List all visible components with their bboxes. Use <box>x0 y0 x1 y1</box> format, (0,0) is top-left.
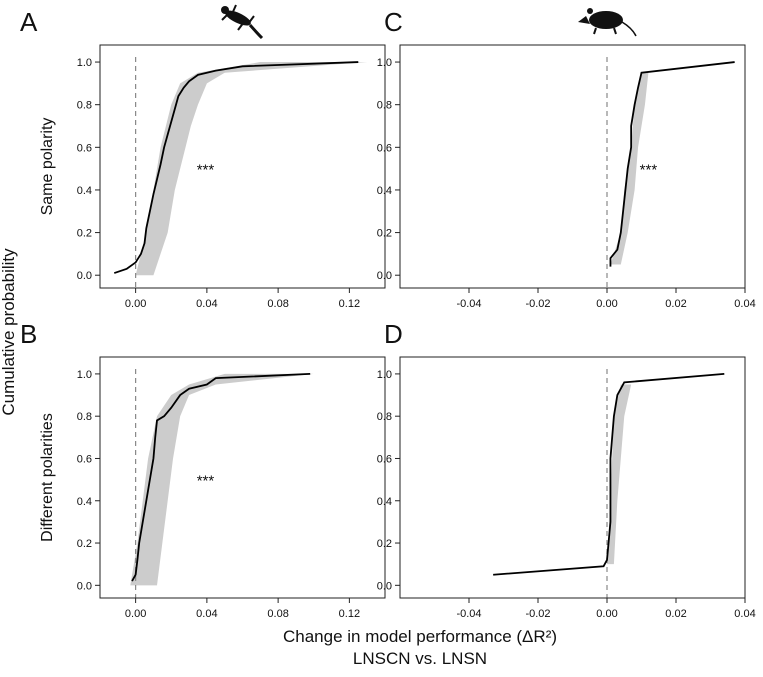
cdf-line <box>131 373 311 582</box>
panel-y-label: Different polarities <box>39 413 56 542</box>
panel-y-label: Same polarity <box>39 118 56 216</box>
panel: C 0.0 0.2 0.4 0.6 0.8 1.0 -0.04 -0.02 0.00 0.02 0.0… <box>377 7 756 310</box>
x-tick-label: 0.12 <box>339 298 360 310</box>
plot-frame <box>399 44 746 289</box>
confidence-band <box>610 72 649 265</box>
y-tick-label: 0.4 <box>377 496 392 508</box>
y-tick-label: 0.8 <box>77 100 92 112</box>
significance: *** <box>197 162 215 179</box>
x-tick-label: 0.00 <box>596 298 617 310</box>
y-tick-label: 0.0 <box>377 580 392 592</box>
x-tick-label: -0.02 <box>525 608 550 620</box>
x-tick-label: -0.04 <box>456 608 481 620</box>
x-tick-label: 0.08 <box>267 608 288 620</box>
plot-frame <box>99 44 386 289</box>
cdf-line <box>493 373 725 576</box>
rat-icon <box>578 8 637 37</box>
y-tick-label: 1.0 <box>377 57 392 69</box>
confidence-band <box>135 62 368 276</box>
panel-letter: B <box>20 319 37 349</box>
x-tick-label: 0.08 <box>267 298 288 310</box>
plot-frame <box>399 356 746 599</box>
x-tick-label: 0.02 <box>665 298 686 310</box>
y-tick-label: 0.6 <box>77 142 92 154</box>
lizard-icon <box>221 4 264 40</box>
y-tick-label: 0.0 <box>77 270 92 282</box>
x-tick-label: 0.04 <box>734 298 755 310</box>
shared-x-label: Change in model performance (ΔR²) <box>283 627 557 646</box>
x-tick-label: 0.00 <box>125 608 146 620</box>
y-tick-label: 0.8 <box>377 411 392 423</box>
y-tick-label: 0.0 <box>377 270 392 282</box>
y-tick-label: 0.8 <box>77 411 92 423</box>
confidence-band <box>607 384 632 565</box>
y-tick-label: 0.2 <box>77 228 92 240</box>
panel-letter: C <box>384 7 403 37</box>
y-tick-label: 0.2 <box>377 228 392 240</box>
y-tick-label: 0.4 <box>377 185 392 197</box>
cdf-line <box>609 61 735 267</box>
y-tick-label: 1.0 <box>77 57 92 69</box>
panel: D 0.0 0.2 0.4 0.6 0.8 1.0 -0.04 -0.02 0.00 0.02 0.0… <box>377 319 756 620</box>
x-tick-label: 0.04 <box>196 298 217 310</box>
panel: B Different polarities 0.0 0.2 0.4 0.6 0.8 1.0 0… <box>20 319 386 620</box>
y-tick-label: 0.0 <box>77 580 92 592</box>
y-tick-label: 1.0 <box>377 369 392 381</box>
plot-frame <box>99 356 386 599</box>
x-tick-label: 0.00 <box>125 298 146 310</box>
significance: *** <box>640 162 658 179</box>
panel-letter: A <box>20 7 38 37</box>
y-tick-label: 0.4 <box>77 185 92 197</box>
y-tick-label: 0.6 <box>377 142 392 154</box>
y-tick-label: 0.2 <box>77 538 92 550</box>
x-tick-label: 0.12 <box>339 608 360 620</box>
x-tick-label: 0.04 <box>734 608 755 620</box>
x-tick-label: -0.02 <box>525 298 550 310</box>
shared-x-label-2: LNSCN vs. LNSN <box>353 649 487 668</box>
y-tick-label: 0.6 <box>77 453 92 465</box>
x-tick-label: 0.04 <box>196 608 217 620</box>
y-tick-label: 1.0 <box>77 369 92 381</box>
y-tick-label: 0.4 <box>77 496 92 508</box>
shared-y-label: Cumulative probability <box>0 248 18 416</box>
x-tick-label: 0.00 <box>596 608 617 620</box>
x-tick-label: 0.02 <box>665 608 686 620</box>
y-tick-label: 0.6 <box>377 453 392 465</box>
confidence-band <box>130 373 314 586</box>
x-tick-label: -0.04 <box>456 298 481 310</box>
significance: *** <box>197 473 215 490</box>
panel-letter: D <box>384 319 403 349</box>
cdf-line <box>113 61 359 274</box>
y-tick-label: 0.2 <box>377 538 392 550</box>
y-tick-label: 0.8 <box>377 100 392 112</box>
panel: A Same polarity 0.0 0.2 0.4 0.6 0.8 1.0 0.00 0.04… <box>20 7 386 310</box>
